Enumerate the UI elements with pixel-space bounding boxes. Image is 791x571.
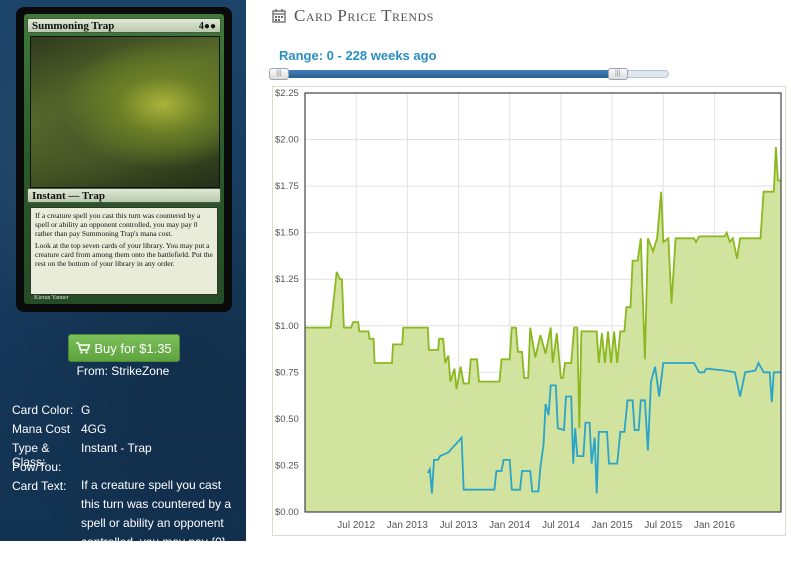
x-tick-label: Jan 2014 <box>489 520 531 531</box>
attr-label: Card Text: <box>12 479 67 493</box>
attr-value: If a creature spell you cast this turn w… <box>81 478 232 568</box>
plot-border <box>304 92 782 513</box>
x-tick-label: Jul 2013 <box>440 520 478 531</box>
attr-label: Type & Class: <box>12 441 50 469</box>
calendar-icon <box>272 8 286 28</box>
card-name: Summoning Trap <box>32 20 115 32</box>
series-line <box>427 360 781 494</box>
card-type-line: Instant — Trap <box>27 188 221 203</box>
attr-value: Instant - Trap <box>81 441 152 455</box>
range-label: Range: 0 - 228 weeks ago <box>279 48 437 63</box>
y-tick-label: $1.50 <box>275 228 299 239</box>
slider-handle-end[interactable]: ||| <box>607 68 628 80</box>
card-info-panel: Summoning Trap 4●● Instant — Trap If a c… <box>0 0 246 568</box>
attr-value: 4GG <box>81 422 107 436</box>
attr-label: Mana Cost <box>12 422 71 436</box>
card-text-paragraph: If a creature spell you cast this turn w… <box>35 211 201 238</box>
page-title-text: Card Price Trends <box>294 6 434 25</box>
x-tick-label: Jan 2016 <box>694 520 736 531</box>
x-tick-label: Jul 2014 <box>542 520 580 531</box>
slider-handle-start[interactable]: ||| <box>269 68 289 80</box>
seller-label: From: StrikeZone <box>76 364 170 378</box>
y-tick-label: $0.50 <box>275 414 299 425</box>
series-area-fill <box>305 147 781 512</box>
series-area-line <box>305 146 781 429</box>
card-name-bar: Summoning Trap 4●● <box>27 18 221 33</box>
price-chart: $0.00 $0.25 $0.50 $0.75 $1.00 $1.25 $1.50 $1.75… <box>272 86 786 536</box>
y-tick-label: $1.00 <box>275 321 299 332</box>
x-tick-label: Jul 2015 <box>644 520 682 531</box>
y-tick-label: $2.00 <box>275 135 299 146</box>
card-rules-text: If a creature spell you cast this turn w… <box>30 207 218 295</box>
attr-label: Card Color: <box>12 403 74 417</box>
page-title: Card Price Trends <box>272 6 434 28</box>
cart-icon <box>76 336 91 364</box>
buy-button[interactable]: Buy for $1.35 <box>68 334 180 362</box>
attr-value: G <box>81 403 91 417</box>
card-frame: Summoning Trap 4●● Instant — Trap If a c… <box>24 14 224 304</box>
card-mana-symbols: 4●● <box>198 21 216 32</box>
card-image: Summoning Trap 4●● Instant — Trap If a c… <box>16 7 232 312</box>
y-tick-label: $2.25 <box>275 88 299 99</box>
range-slider[interactable]: ||| ||| <box>269 68 669 80</box>
card-artist: Kieran Yanner <box>34 295 69 301</box>
x-tick-label: Jul 2012 <box>337 520 375 531</box>
y-tick-label: $1.25 <box>275 274 299 285</box>
x-tick-label: Jan 2013 <box>387 520 429 531</box>
card-artwork <box>30 36 220 188</box>
buy-button-label: Buy for $1.35 <box>94 341 172 356</box>
y-tick-label: $0.25 <box>275 460 299 471</box>
price-chart-svg: $0.00 $0.25 $0.50 $0.75 $1.00 $1.25 $1.50 $1.75… <box>275 88 782 531</box>
y-tick-label: $0.00 <box>275 507 299 518</box>
slider-range-fill <box>269 70 620 78</box>
y-tick-label: $1.75 <box>275 181 299 192</box>
card-text-paragraph: Look at the top seven cards of your libr… <box>35 241 213 268</box>
y-tick-label: $0.75 <box>275 367 299 378</box>
x-tick-label: Jan 2015 <box>592 520 634 531</box>
attr-label: Pow/Tou: <box>12 460 62 474</box>
